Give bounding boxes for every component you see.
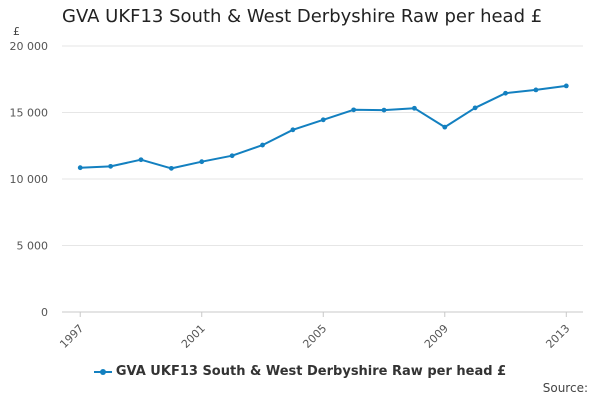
data-point — [320, 117, 326, 123]
y-tick-label: 10 000 — [10, 173, 49, 186]
y-axis-title-group: £ — [13, 25, 20, 38]
data-point — [199, 159, 205, 165]
data-point — [138, 157, 144, 163]
data-point — [411, 105, 417, 111]
y-tick-label: 5 000 — [17, 240, 49, 253]
series-points — [77, 83, 569, 171]
series-lines — [80, 84, 567, 170]
x-tick-label: 2001 — [179, 322, 208, 351]
data-point — [108, 163, 114, 169]
x-axis — [79, 312, 567, 317]
data-point — [563, 83, 569, 89]
data-point — [381, 107, 387, 113]
legend-label: GVA UKF13 South & West Derbyshire Raw pe… — [115, 364, 507, 379]
x-tick-label: 1997 — [57, 322, 86, 351]
legend: GVA UKF13 South & West Derbyshire Raw pe… — [0, 364, 600, 379]
data-point — [168, 165, 174, 171]
data-point — [472, 105, 478, 111]
y-tick-label: 15 000 — [10, 107, 49, 120]
y-tick-label: 0 — [41, 306, 48, 319]
data-point — [533, 87, 539, 93]
series-line — [80, 84, 567, 170]
x-tick-label: 2013 — [543, 322, 572, 351]
y-axis-title: £ — [13, 25, 20, 38]
x-tick-labels: 1997 2001 2005 2009 2013 — [57, 322, 572, 351]
data-point — [442, 124, 448, 130]
legend-swatch — [93, 366, 112, 378]
source-label: Source: — [542, 381, 588, 395]
x-tick-label: 2005 — [300, 322, 329, 351]
data-point — [351, 107, 357, 113]
y-tick-labels: 0 5 000 10 000 15 000 20 000 — [10, 40, 49, 319]
data-point — [260, 142, 265, 148]
data-point — [229, 153, 235, 159]
data-point — [290, 127, 296, 133]
x-tick-label: 2009 — [422, 322, 451, 351]
grid-lines — [62, 45, 583, 313]
y-tick-label: 20 000 — [10, 40, 49, 53]
data-point — [77, 165, 83, 171]
chart-title: GVA UKF13 South & West Derbyshire Raw pe… — [62, 6, 543, 27]
data-point — [503, 90, 508, 96]
